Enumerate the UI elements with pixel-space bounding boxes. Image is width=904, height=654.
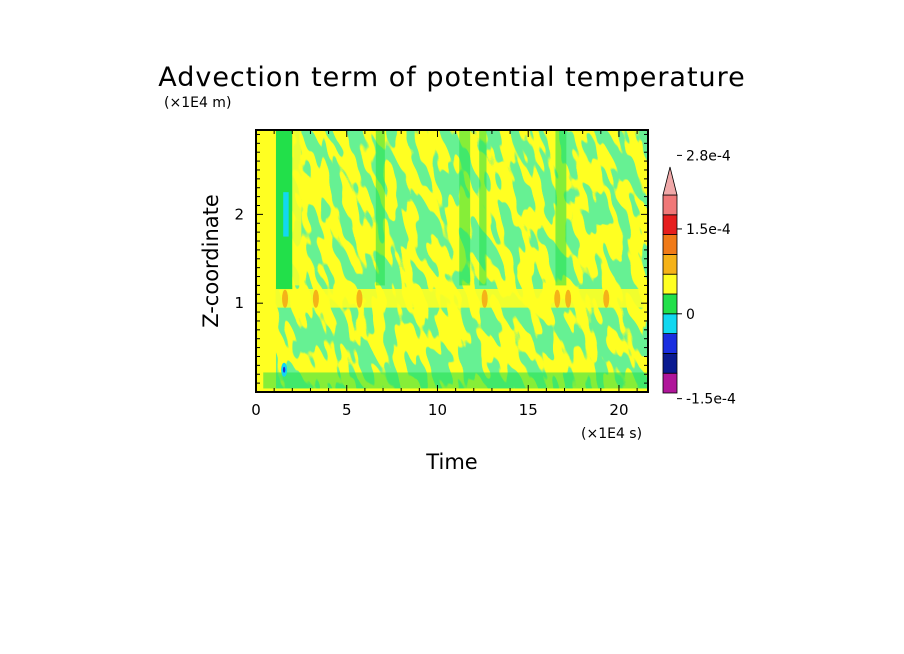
y-tick-label: 2	[234, 205, 244, 223]
x-tick-label: 10	[428, 401, 447, 419]
colorbar-tick-label: 1.5e-4	[686, 222, 731, 238]
field-negative-streak	[479, 130, 487, 286]
colorbar-segment	[662, 273, 678, 295]
x-tick-label: 20	[609, 401, 628, 419]
colorbar-segment	[662, 253, 678, 275]
colorbar-segment	[662, 194, 678, 216]
field-zero-surface	[256, 388, 648, 392]
x-axis-label: Time	[425, 450, 477, 474]
field-maximum	[481, 289, 488, 308]
colorbar-tick-label: 0	[686, 307, 695, 323]
field-negative-layer	[263, 372, 648, 392]
field-maximum	[565, 289, 572, 308]
field-zero-strip	[292, 130, 302, 286]
colorbar-extend-triangle	[662, 166, 678, 196]
field-maximum	[356, 289, 363, 308]
colorbar-segment	[662, 293, 678, 315]
y-axis-label: Z-coordinate	[199, 194, 223, 328]
field-maximum	[554, 289, 561, 308]
x-tick-label: 0	[251, 401, 261, 419]
colorbar-segment	[662, 372, 678, 394]
field-minimum-upper	[283, 192, 289, 237]
field-maximum	[603, 289, 610, 308]
colorbar-tick-label: -1.5e-4	[686, 392, 736, 408]
colorbar-segment	[662, 352, 678, 374]
y-unit-label: (×1E4 m)	[164, 95, 231, 111]
y-axis: 12	[234, 133, 648, 384]
colorbar-tick-label: 2.8e-4	[686, 148, 731, 164]
x-unit-label: (×1E4 s)	[581, 426, 642, 442]
field-zero-band	[275, 288, 648, 308]
colorbar-segment	[662, 333, 678, 354]
plot-frame	[255, 129, 649, 393]
field-negative-streak	[375, 130, 385, 286]
colorbar: 2.8e-4 1.5e-4 0 -1.5e-4	[662, 148, 736, 408]
x-axis: 0 5 10 15 20	[251, 130, 638, 419]
field-negative-streak	[459, 130, 471, 286]
colorbar-segment	[662, 313, 678, 334]
field-negative-streak	[555, 130, 567, 286]
y-tick-label: 1	[234, 294, 244, 312]
x-tick-label: 15	[519, 401, 538, 419]
colorbar-segment	[662, 234, 678, 255]
field-zero-column	[256, 130, 276, 392]
field-features	[256, 130, 648, 392]
x-tick-label: 5	[342, 401, 352, 419]
field-maximum	[282, 289, 289, 308]
colorbar-segment	[662, 214, 678, 236]
field-minimum-core	[282, 366, 286, 373]
field-maximum	[312, 289, 319, 308]
plot-area	[256, 130, 648, 392]
chart-title: Advection term of potential temperature	[158, 62, 746, 93]
field-pattern	[256, 130, 648, 392]
